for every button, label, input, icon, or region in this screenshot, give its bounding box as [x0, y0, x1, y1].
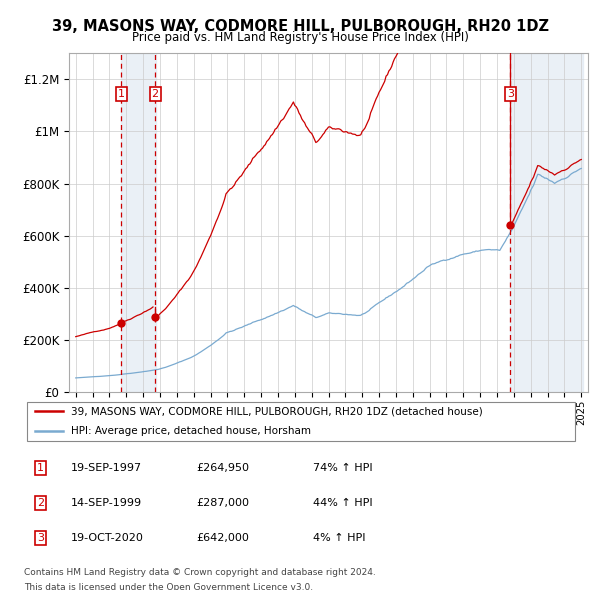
FancyBboxPatch shape	[27, 402, 575, 441]
Text: 2: 2	[37, 498, 44, 508]
Text: HPI: Average price, detached house, Horsham: HPI: Average price, detached house, Hors…	[71, 426, 311, 436]
Text: Price paid vs. HM Land Registry's House Price Index (HPI): Price paid vs. HM Land Registry's House …	[131, 31, 469, 44]
Text: Contains HM Land Registry data © Crown copyright and database right 2024.: Contains HM Land Registry data © Crown c…	[24, 568, 376, 576]
Text: £287,000: £287,000	[196, 498, 249, 508]
Text: £642,000: £642,000	[196, 533, 249, 543]
Text: 44% ↑ HPI: 44% ↑ HPI	[313, 498, 372, 508]
Bar	[511, 53, 583, 392]
Text: 4% ↑ HPI: 4% ↑ HPI	[313, 533, 365, 543]
Text: 19-OCT-2020: 19-OCT-2020	[71, 533, 144, 543]
Text: 39, MASONS WAY, CODMORE HILL, PULBOROUGH, RH20 1DZ (detached house): 39, MASONS WAY, CODMORE HILL, PULBOROUGH…	[71, 407, 483, 417]
Text: This data is licensed under the Open Government Licence v3.0.: This data is licensed under the Open Gov…	[24, 583, 313, 590]
Text: 3: 3	[507, 89, 514, 99]
Text: 74% ↑ HPI: 74% ↑ HPI	[313, 463, 372, 473]
Bar	[121, 53, 156, 392]
Text: £264,950: £264,950	[196, 463, 249, 473]
Text: 14-SEP-1999: 14-SEP-1999	[71, 498, 142, 508]
Text: 2: 2	[152, 89, 158, 99]
Text: 3: 3	[37, 533, 44, 543]
Text: 1: 1	[37, 463, 44, 473]
Text: 19-SEP-1997: 19-SEP-1997	[71, 463, 142, 473]
Text: 39, MASONS WAY, CODMORE HILL, PULBOROUGH, RH20 1DZ: 39, MASONS WAY, CODMORE HILL, PULBOROUGH…	[52, 19, 548, 34]
Text: 1: 1	[118, 89, 125, 99]
